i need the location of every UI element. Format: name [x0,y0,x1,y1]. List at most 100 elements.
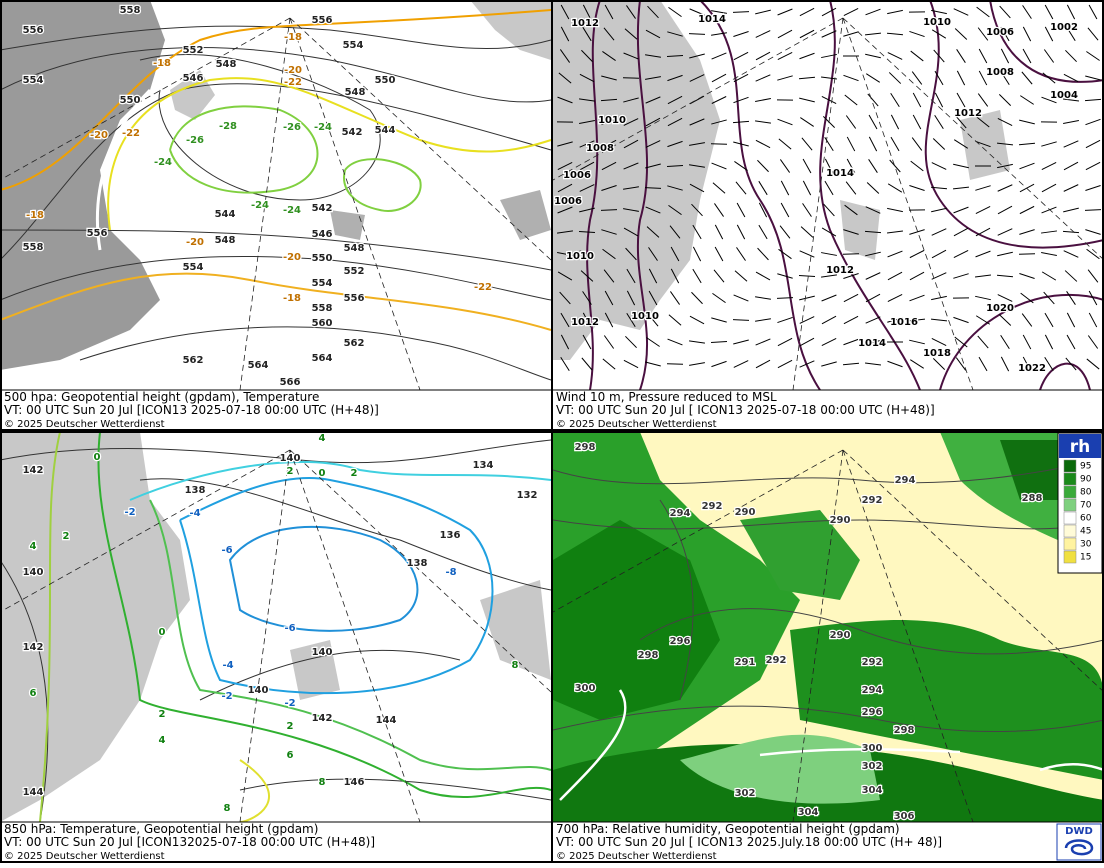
contour-label: 550 [375,75,396,86]
contour-label: 304 [862,785,883,796]
caption-line: © 2025 Deutscher Wetterdienst [556,419,717,430]
legend-tick-label: 30 [1080,540,1092,550]
contour-label: 138 [185,485,206,496]
contour-label: 132 [517,490,538,501]
contour-label: 1012 [571,317,599,328]
contour-label: 552 [183,45,204,56]
contour-label: 292 [862,495,883,506]
wind-barb [711,144,727,145]
contour-label: 1012 [571,18,599,29]
contour-label: 290 [830,515,851,526]
contour-label: 544 [375,125,396,136]
contour-label: 2 [287,721,294,732]
contour-label: -24 [251,200,269,211]
contour-label: -22 [284,77,302,88]
contour-label: -4 [222,660,233,671]
contour-label: 558 [23,242,44,253]
contour-label: -20 [186,237,204,248]
legend-tick-label: 95 [1080,462,1091,472]
contour-label: 140 [312,647,333,658]
contour-label: 144 [23,787,44,798]
contour-label: 292 [862,657,883,668]
contour-label: 2 [351,468,358,479]
contour-label: 1014 [858,338,886,349]
contour-label: 548 [345,87,366,98]
contour-label: 140 [280,453,301,464]
contour-label: 562 [183,355,204,366]
contour-label: 304 [798,807,819,818]
contour-label: -24 [283,205,301,216]
contour-label: 564 [312,353,333,364]
contour-label: 140 [248,685,269,696]
legend-tick-label: 90 [1080,475,1092,485]
legend-swatch [1064,473,1076,485]
contour-label: -20 [90,130,108,141]
contour-label: 1010 [566,251,594,262]
caption-line: VT: 00 UTC Sun 20 Jul [ ICON13 2025-07-1… [556,403,935,417]
contour-label: -2 [124,507,135,518]
contour-label: 1010 [598,115,626,126]
contour-label: -24 [314,122,332,133]
contour-label: 1006 [563,170,591,181]
contour-label: 1016 [890,317,918,328]
contour-label: -26 [283,122,301,133]
legend-swatch [1064,538,1076,550]
wind-barb [623,78,639,79]
contour-label: 291 [735,657,756,668]
contour-label: 558 [312,303,333,314]
contour-label: 296 [862,707,883,718]
contour-label: 550 [312,253,333,264]
wind-barb [1085,210,1101,211]
legend-tick-label: 70 [1080,501,1092,511]
legend-swatch [1064,525,1076,537]
contour-label: 2 [63,531,70,542]
contour-label: 1006 [986,27,1014,38]
contour-label: 300 [575,683,596,694]
humidity-field [553,432,1104,822]
contour-label: 556 [344,293,365,304]
contour-label: 546 [183,73,204,84]
contour-label: 2 [159,709,166,720]
contour-label: 556 [87,228,108,239]
caption-line: 850 hPa: Temperature, Geopotential heigh… [4,822,318,836]
contour-label: 140 [23,567,44,578]
contour-label: 0 [159,627,166,638]
contour-label: 546 [312,229,333,240]
contour-label: 302 [862,761,883,772]
legend-tick-label: 15 [1080,553,1091,563]
legend-title: rh [1070,437,1091,457]
caption-line: © 2025 Deutscher Wetterdienst [556,851,717,862]
caption-line: Wind 10 m, Pressure reduced to MSL [556,390,777,404]
contour-label: 4 [30,541,37,552]
contour-label: -4 [189,508,200,519]
contour-label: 554 [183,262,204,273]
wind-barb [733,320,749,321]
contour-label: 298 [894,725,915,736]
contour-label: -2 [221,691,232,702]
contour-label: 294 [862,685,883,696]
contour-label: 548 [215,235,236,246]
caption-line: © 2025 Deutscher Wetterdienst [4,419,165,430]
contour-label: 550 [120,95,141,106]
contour-label: 0 [319,468,326,479]
dwd-logo: DWD [1057,824,1101,860]
contour-label: 136 [440,530,461,541]
contour-label: -22 [474,282,492,293]
contour-label: 294 [895,475,916,486]
contour-label: -24 [154,157,172,168]
caption-line: VT: 00 UTC Sun 20 Jul [ICON13 2025-07-18… [4,403,379,417]
contour-label: -2 [284,698,295,709]
contour-label: 296 [670,636,691,647]
contour-label: 290 [735,507,756,518]
contour-label: 1018 [923,348,951,359]
contour-label: 556 [312,15,333,26]
contour-label: 142 [312,713,333,724]
contour-label: -28 [219,121,237,132]
contour-label: -6 [284,623,295,634]
legend-tick-label: 80 [1080,488,1092,498]
logo-text: DWD [1065,826,1093,837]
wind-barb [843,254,859,255]
contour-label: 146 [344,777,365,788]
contour-label: 8 [319,777,326,788]
